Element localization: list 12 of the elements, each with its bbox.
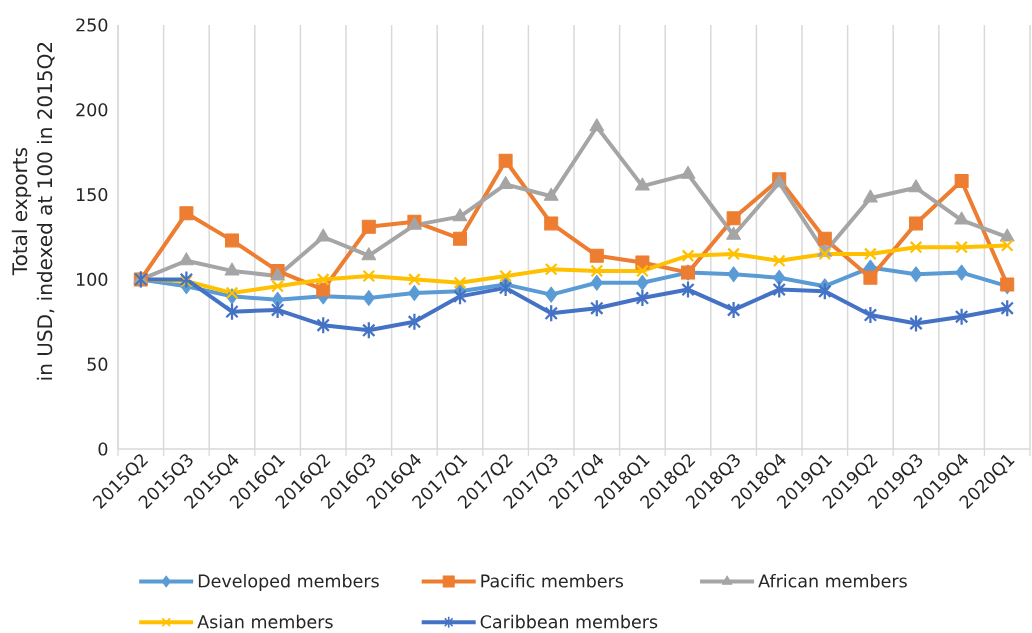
y-tick-label: 250 [76, 18, 108, 32]
legend-label: Caribbean members [480, 614, 658, 629]
legend-label: Asian members [197, 614, 333, 629]
legend-label: Developed members [198, 574, 379, 591]
y-tick-label: 150 [77, 187, 108, 202]
y-tick-label: 100 [77, 272, 108, 287]
legend-label: African members [758, 574, 907, 588]
y-axis-title: Total exports in USD, indexed at 100 in 2015Q2 [11, 42, 55, 380]
y-tick-label: 50 [87, 357, 108, 371]
y-tick-label: 200 [76, 103, 108, 117]
legend-label: Pacific members [481, 574, 624, 588]
y-tick-label: 0 [98, 442, 108, 456]
